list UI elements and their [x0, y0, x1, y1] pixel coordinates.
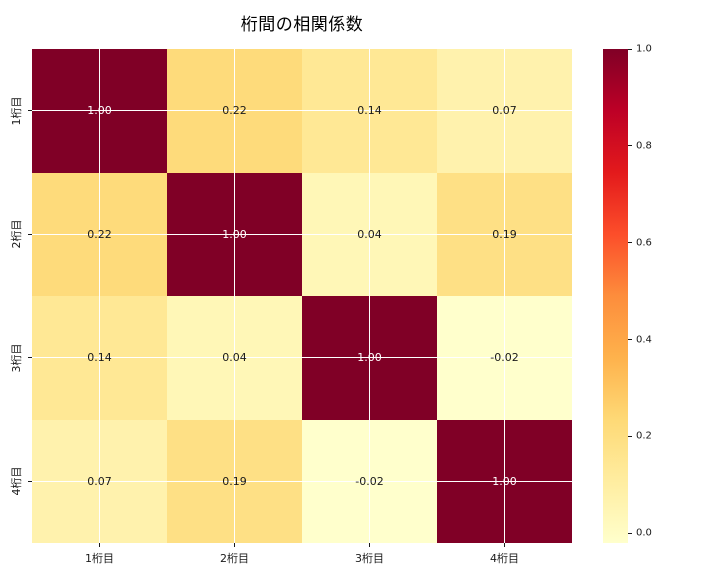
heatmap-grid: 1.00 0.22 0.14 0.07 0.22 1.00 0.04 0.19 0.14 0.04… [32, 49, 572, 543]
cell-value: 1.00 [357, 351, 382, 365]
x-tick-label: 3桁目 [355, 552, 384, 565]
x-tick-mark [504, 543, 505, 547]
cell-value: 0.22 [87, 227, 112, 241]
y-tick-label: 4桁目 [10, 466, 23, 496]
cell-value: 0.14 [87, 351, 112, 365]
cell-value: 0.22 [222, 104, 247, 118]
heatmap-cell: 0.14 [302, 49, 437, 173]
x-tick-label: 2桁目 [220, 552, 249, 565]
y-tick-label: 3桁目 [10, 343, 23, 373]
cell-value: 0.07 [492, 104, 517, 118]
heatmap-cell: 0.04 [167, 296, 302, 420]
heatmap-cell: 1.00 [302, 296, 437, 420]
colorbar-tick-mark [628, 339, 632, 341]
cell-value: 0.19 [222, 474, 247, 488]
colorbar-tick-label: 0.2 [636, 430, 652, 442]
cell-value: 0.07 [87, 474, 112, 488]
y-tick-mark [28, 357, 32, 359]
y-tick-mark [28, 233, 32, 235]
x-tick-mark [99, 543, 100, 547]
colorbar-tick-label: 0.6 [636, 237, 652, 249]
colorbar-tick-mark [628, 48, 632, 50]
heatmap-cell: 1.00 [167, 172, 302, 296]
x-tick-label: 4桁目 [490, 552, 519, 565]
cell-value: -0.02 [490, 351, 519, 365]
x-axis: 1桁目 2桁目 3桁目 4桁目 [32, 543, 572, 571]
heatmap-cell: 1.00 [32, 49, 167, 173]
heatmap-cell: 0.04 [302, 172, 437, 296]
cell-value: 1.00 [492, 474, 517, 488]
colorbar-tick-mark [628, 242, 632, 244]
colorbar-tick-mark [628, 532, 632, 534]
cell-value: 0.19 [492, 227, 517, 241]
heatmap-cell: 0.07 [32, 419, 167, 543]
colorbar [603, 49, 628, 543]
heatmap-cell: -0.02 [302, 419, 437, 543]
x-tick-label: 1桁目 [85, 552, 114, 565]
colorbar-tick-label: 0.8 [636, 140, 652, 152]
heatmap-cell: 0.19 [437, 172, 572, 296]
cell-value: 1.00 [87, 104, 112, 118]
heatmap-cell: 0.07 [437, 49, 572, 173]
cell-value: 1.00 [222, 227, 247, 241]
chart-title: 桁間の相関係数 [240, 15, 364, 35]
heatmap-cell: 1.00 [437, 419, 572, 543]
heatmap-cell: 0.14 [32, 296, 167, 420]
y-axis: 1桁目 2桁目 3桁目 4桁目 [0, 49, 32, 543]
y-tick-label: 1桁目 [10, 96, 23, 126]
colorbar-tick-label: 1.0 [636, 43, 652, 55]
y-tick-mark [28, 480, 32, 482]
heatmap-cell: 0.22 [167, 49, 302, 173]
heatmap-cell: 0.19 [167, 419, 302, 543]
heatmap-cell: -0.02 [437, 296, 572, 420]
cell-value: -0.02 [355, 474, 384, 488]
cell-value: 0.04 [222, 351, 247, 365]
x-tick-mark [234, 543, 235, 547]
x-tick-mark [369, 543, 370, 547]
y-tick-label: 2桁目 [10, 219, 23, 249]
colorbar-tick-mark [628, 145, 632, 147]
heatmap-cell: 0.22 [32, 172, 167, 296]
colorbar-tick-label: 0.0 [636, 527, 652, 539]
colorbar-tick-label: 0.4 [636, 334, 652, 346]
colorbar-tick-mark [628, 435, 632, 437]
colorbar-gradient [603, 49, 628, 543]
y-tick-mark [28, 110, 32, 112]
cell-value: 0.04 [357, 227, 382, 241]
cell-value: 0.14 [357, 104, 382, 118]
colorbar-ticks: 1.0 0.8 0.6 0.4 0.2 0.0 [628, 44, 688, 543]
